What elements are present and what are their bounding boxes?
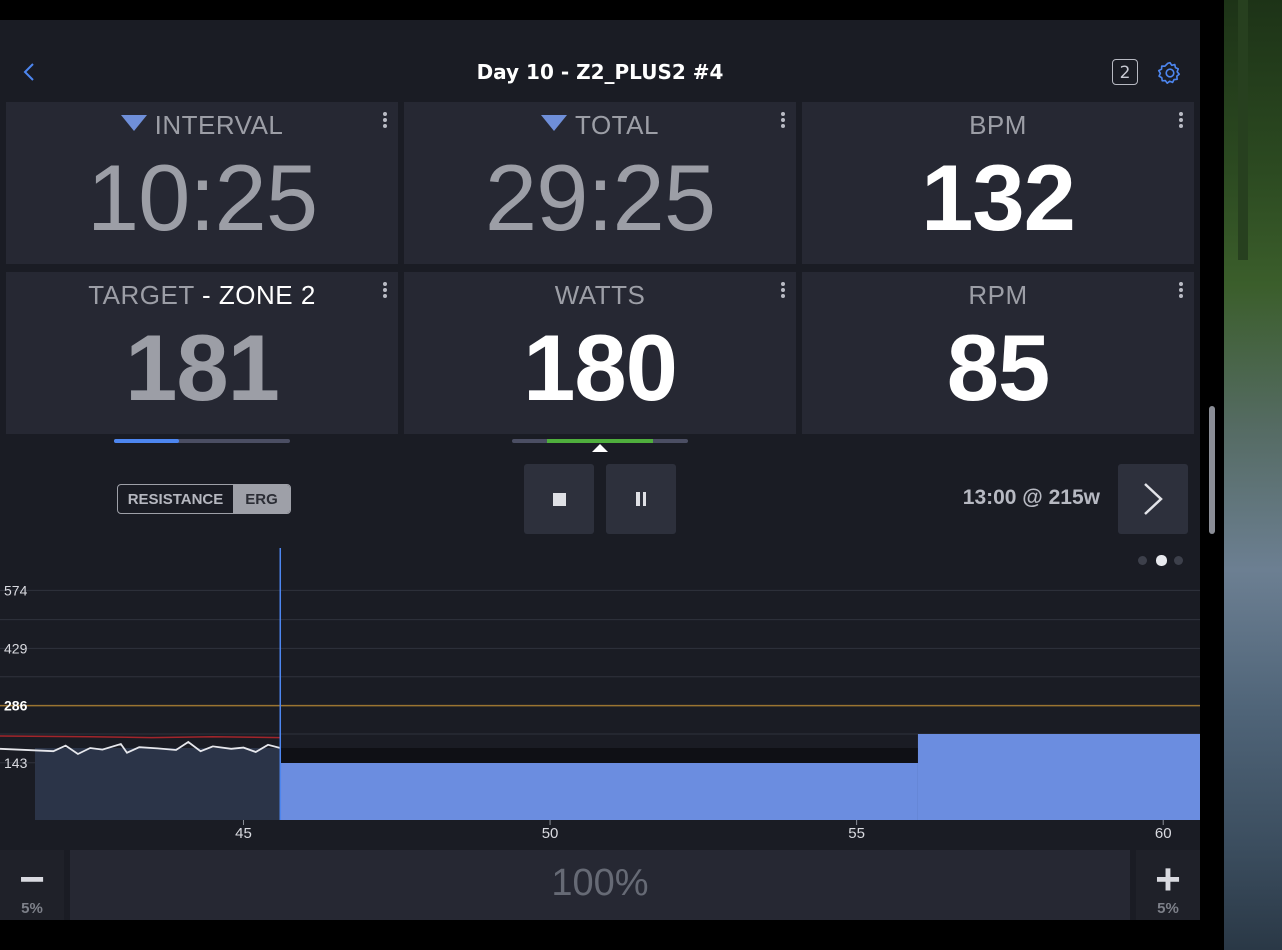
bpm-value: 132 [921, 145, 1076, 250]
increase-step-label: 5% [1157, 900, 1179, 917]
mode-toggle[interactable]: RESISTANCE ERG [117, 484, 291, 514]
stop-button[interactable] [524, 464, 594, 534]
x-tick-label: 50 [542, 825, 559, 842]
y-tick-label: 574 [4, 582, 28, 598]
target-value: 181 [125, 315, 280, 420]
y-tick-label: 429 [4, 640, 28, 656]
workout-chart-svg: 574 429 286 143 45 50 55 60 [0, 548, 1200, 842]
plus-icon: + [1155, 855, 1181, 904]
mode-erg[interactable]: ERG [233, 485, 290, 513]
watts-zone-bar [512, 439, 688, 452]
bpm-label: BPM [969, 110, 1027, 140]
page-dot[interactable] [1138, 556, 1147, 565]
watts-label: WATTS [554, 280, 646, 310]
workout-chart[interactable]: 574 429 286 143 45 50 55 60 [0, 548, 1200, 848]
watts-tile[interactable]: WATTS 180 [404, 272, 796, 434]
interval-value: 10:25 [86, 145, 318, 250]
watts-value: 180 [523, 315, 678, 420]
chevron-left-icon[interactable] [18, 60, 42, 84]
triangle-down-icon [120, 115, 147, 131]
total-value: 29:25 [484, 145, 716, 250]
interval-label: INTERVAL [154, 110, 284, 140]
intensity-value: 100% [551, 862, 649, 904]
pause-button[interactable] [606, 464, 676, 534]
stop-icon [553, 493, 566, 506]
total-tile[interactable]: TOTAL 29:25 [404, 102, 796, 264]
background-scenery [1224, 0, 1282, 950]
next-interval-button[interactable] [1118, 464, 1188, 534]
heart-rate-line [0, 735, 281, 739]
intensity-display: 100% [70, 850, 1130, 920]
more-options-icon[interactable] [1178, 112, 1184, 128]
target-progress-bar [114, 439, 290, 443]
power-line [0, 740, 281, 756]
target-zone: ZONE 2 [218, 280, 316, 310]
interval-tile[interactable]: INTERVAL 10:25 [6, 102, 398, 264]
y-tick-label: 143 [4, 755, 28, 771]
more-options-icon[interactable] [1178, 282, 1184, 298]
screen-count-badge[interactable]: 2 [1112, 59, 1138, 85]
decrease-step-label: 5% [21, 900, 43, 917]
page-dot[interactable] [1174, 556, 1183, 565]
intensity-bar: − 5% 100% + 5% [0, 850, 1200, 920]
y-tick-label: 286 [4, 698, 28, 714]
total-label: TOTAL [575, 110, 659, 140]
target-segment-top [280, 748, 918, 763]
increase-intensity-button[interactable]: + 5% [1136, 850, 1200, 920]
mode-resistance[interactable]: RESISTANCE [127, 490, 224, 508]
page-dot[interactable] [1156, 555, 1167, 566]
x-tick-label: 55 [848, 825, 865, 842]
bpm-tile[interactable]: BPM 132 [802, 102, 1194, 264]
minus-icon: − [19, 855, 45, 904]
rpm-value: 85 [946, 315, 1051, 420]
scrollbar[interactable] [1209, 406, 1215, 534]
target-segment [35, 748, 281, 820]
triangle-down-icon [541, 115, 568, 131]
pause-icon [636, 492, 646, 506]
rpm-label: RPM [968, 280, 1028, 310]
x-tick-label: 45 [235, 825, 252, 842]
more-options-icon[interactable] [382, 282, 388, 298]
workout-screen: Day 10 - Z2_PLUS2 #4 2 INTERVAL 10:25 TO… [0, 20, 1200, 920]
x-tick-label: 60 [1155, 825, 1172, 842]
next-interval-label: 13:00 @ 215w [962, 486, 1100, 509]
rpm-tile[interactable]: RPM 85 [802, 272, 1194, 434]
page-title: Day 10 - Z2_PLUS2 #4 [476, 60, 724, 84]
watts-marker-icon [592, 444, 608, 452]
more-options-icon[interactable] [780, 112, 786, 128]
target-label: TARGET [88, 280, 195, 310]
header: Day 10 - Z2_PLUS2 #4 2 [0, 20, 1200, 124]
chevron-right-icon [1144, 483, 1163, 515]
target-separator: - [194, 280, 219, 310]
target-segment [917, 734, 1200, 820]
more-options-icon[interactable] [780, 282, 786, 298]
gear-icon[interactable] [1157, 60, 1183, 86]
page-indicator[interactable] [1138, 554, 1188, 566]
decrease-intensity-button[interactable]: − 5% [0, 850, 64, 920]
more-options-icon[interactable] [382, 112, 388, 128]
target-tile[interactable]: TARGET - ZONE 2 181 [6, 272, 398, 434]
